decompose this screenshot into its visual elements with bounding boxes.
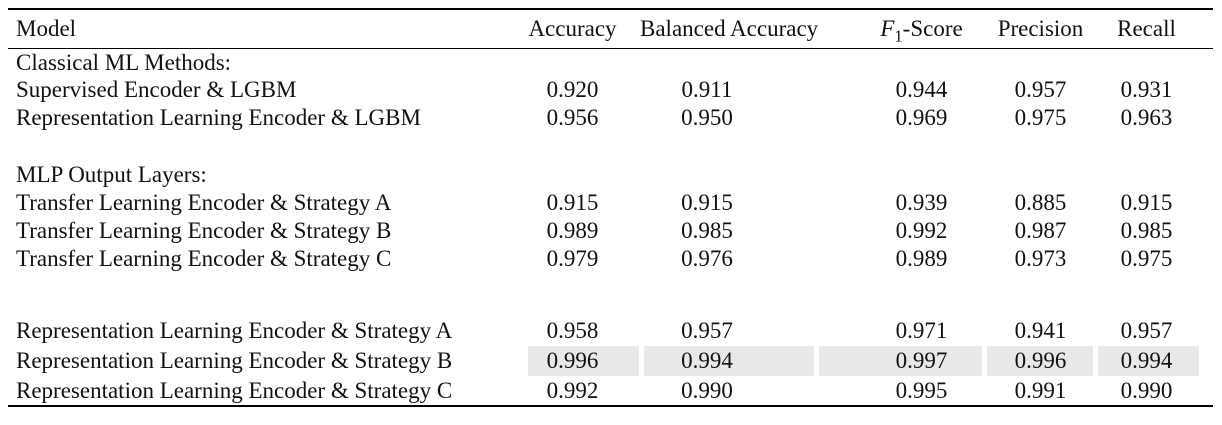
cell-accuracy: 0.996 [513,346,639,376]
cell-model: Transfer Learning Encoder & Strategy B [16,218,392,244]
table-row: Representation Learning Encoder & Strate… [8,376,1213,406]
cell-accuracy: 0.992 [546,377,599,403]
cell-f1-score: 0.997 [814,346,982,376]
cell-model: Transfer Learning Encoder & Strategy A [16,190,392,216]
cell-accuracy: 0.989 [546,218,599,244]
f1-subscript: 1 [894,26,903,46]
column-header-recall: Recall [1093,9,1213,49]
cell-accuracy: 0.958 [546,318,599,344]
cell-balanced-accuracy: 0.990 [681,377,733,403]
cell-accuracy: 0.920 [546,77,599,103]
cell-precision: 0.957 [1014,77,1067,103]
cell-recall: 0.975 [1120,246,1173,272]
cell-recall: 0.990 [1120,377,1173,403]
cell-balanced-accuracy: 0.994 [639,346,814,376]
column-header-model: Model [8,9,513,49]
cell-precision: 0.975 [1014,105,1067,131]
cell-recall: 0.994 [1093,346,1213,376]
header-row: Model Accuracy Balanced Accuracy F1-Scor… [8,9,1213,49]
cell-model: Transfer Learning Encoder & Strategy C [16,246,392,272]
cell-precision: 0.973 [1014,246,1067,272]
spacer-row [8,273,1213,316]
table-header: Model Accuracy Balanced Accuracy F1-Scor… [8,9,1213,49]
cell-f1-score: 0.995 [895,377,948,403]
cell-precision: 0.991 [1014,377,1067,403]
table-row-highlighted: Representation Learning Encoder & Strate… [8,346,1213,376]
empty-cells [8,273,1213,316]
table-row: Transfer Learning Encoder & Strategy B 0… [8,217,1213,245]
table-row: Transfer Learning Encoder & Strategy C 0… [8,245,1213,273]
table-body: Classical ML Methods: Supervised Encoder… [8,48,1213,406]
cell-precision: 0.996 [982,346,1093,376]
column-header-accuracy: Accuracy [513,9,639,49]
cell-accuracy: 0.956 [546,105,599,131]
cell-recall: 0.931 [1120,77,1173,103]
cell-f1-score: 0.939 [895,190,948,216]
spacer-row [8,132,1213,161]
cell-precision: 0.941 [1014,318,1067,344]
cell-f1-score: 0.971 [895,318,948,344]
cell-balanced-accuracy: 0.915 [681,190,733,216]
cell-f1-score: 0.944 [895,77,948,103]
f1-symbol: F [880,16,895,42]
cell-precision: 0.987 [1014,218,1067,244]
cell-balanced-accuracy: 0.950 [681,105,733,131]
cell-model: Representation Learning Encoder & Strate… [16,377,453,403]
f1-suffix: -Score [902,16,963,42]
cell-f1-score: 0.989 [895,246,948,272]
cell-recall: 0.957 [1120,318,1173,344]
table-row: Representation Learning Encoder & Strate… [8,316,1213,346]
cell-accuracy: 0.979 [546,246,599,272]
empty-cells [513,48,1213,76]
cell-f1-score: 0.969 [895,105,948,131]
column-header-balanced-accuracy: Balanced Accuracy [639,9,818,49]
cell-balanced-accuracy: 0.985 [681,218,733,244]
section-label: MLP Output Layers: [16,162,207,188]
cell-recall: 0.963 [1120,105,1173,131]
column-header-precision: Precision [982,9,1093,49]
section-label: Classical ML Methods: [16,49,232,75]
cell-model: Representation Learning Encoder & Strate… [16,318,453,344]
column-header-f1-score: F1-Score [814,9,982,49]
cell-balanced-accuracy: 0.957 [681,318,733,344]
cell-f1-score: 0.992 [895,218,948,244]
cell-balanced-accuracy: 0.976 [681,246,733,272]
cell-recall: 0.915 [1120,190,1173,216]
section-row-mlp-output-layers: MLP Output Layers: [8,161,1213,189]
cell-accuracy: 0.915 [546,190,599,216]
cell-recall: 0.985 [1120,218,1173,244]
cell-balanced-accuracy: 0.911 [681,77,733,103]
cell-model: Representation Learning Encoder & LGBM [16,105,421,131]
model-metrics-table: Model Accuracy Balanced Accuracy F1-Scor… [8,8,1213,407]
section-row-classical-ml: Classical ML Methods: [8,48,1213,76]
cell-model: Representation Learning Encoder & Strate… [16,348,453,374]
empty-cells [8,132,1213,161]
table-row: Transfer Learning Encoder & Strategy A 0… [8,189,1213,217]
cell-precision: 0.885 [1014,190,1067,216]
table-row: Representation Learning Encoder & LGBM 0… [8,104,1213,132]
table-row: Supervised Encoder & LGBM 0.920 0.911 0.… [8,76,1213,104]
empty-cells [513,161,1213,189]
cell-model: Supervised Encoder & LGBM [16,77,297,103]
